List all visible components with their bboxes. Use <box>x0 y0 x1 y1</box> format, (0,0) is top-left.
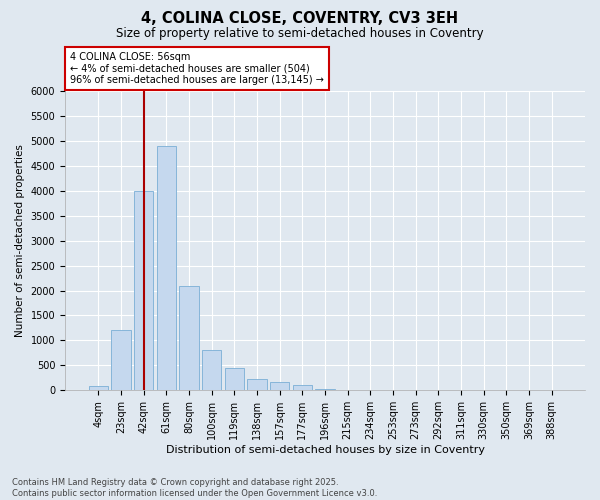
Bar <box>293 386 312 390</box>
Bar <box>89 386 108 390</box>
Text: 4 COLINA CLOSE: 56sqm
← 4% of semi-detached houses are smaller (504)
96% of semi: 4 COLINA CLOSE: 56sqm ← 4% of semi-detac… <box>70 52 324 85</box>
Bar <box>270 382 289 390</box>
X-axis label: Distribution of semi-detached houses by size in Coventry: Distribution of semi-detached houses by … <box>166 445 485 455</box>
Bar <box>157 146 176 390</box>
Bar <box>224 368 244 390</box>
Text: Size of property relative to semi-detached houses in Coventry: Size of property relative to semi-detach… <box>116 28 484 40</box>
Bar <box>134 190 153 390</box>
Text: Contains HM Land Registry data © Crown copyright and database right 2025.
Contai: Contains HM Land Registry data © Crown c… <box>12 478 377 498</box>
Bar <box>202 350 221 391</box>
Bar <box>112 330 131 390</box>
Text: 4, COLINA CLOSE, COVENTRY, CV3 3EH: 4, COLINA CLOSE, COVENTRY, CV3 3EH <box>142 11 458 26</box>
Bar <box>179 286 199 391</box>
Bar <box>316 389 335 390</box>
Y-axis label: Number of semi-detached properties: Number of semi-detached properties <box>15 144 25 337</box>
Bar <box>247 380 266 390</box>
